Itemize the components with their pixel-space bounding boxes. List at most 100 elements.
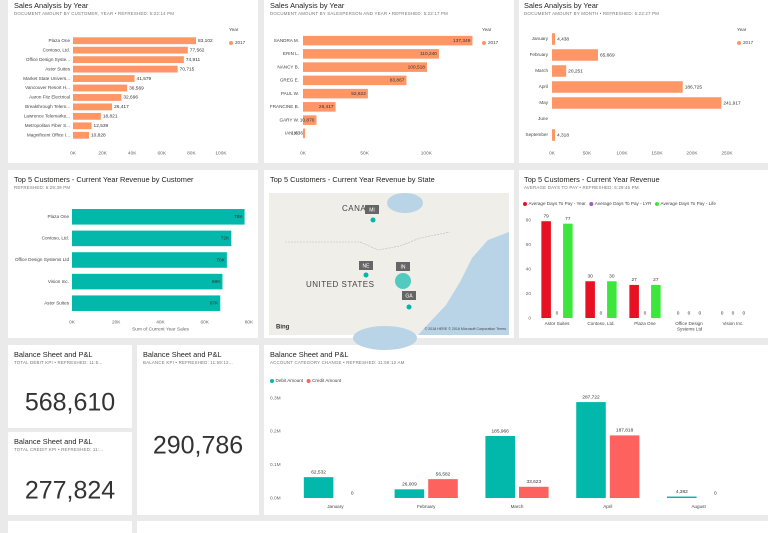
data-label: 20,251: [568, 68, 583, 74]
bar: [73, 94, 122, 101]
bar: [72, 252, 227, 268]
data-label: 0: [714, 490, 717, 496]
x-tick-label: 80K: [245, 319, 254, 325]
map-marker-label: MI: [369, 207, 375, 213]
legend-swatch: [654, 202, 659, 206]
x-tick-label: Contoso, Ltd.: [587, 321, 614, 326]
data-label: 4,438: [557, 36, 569, 42]
bar: [629, 284, 639, 318]
map-marker[interactable]: [406, 304, 412, 310]
bar: [303, 62, 427, 72]
map-copyright: © 2018 HERE © 2018 Microsoft Corporation…: [425, 327, 507, 331]
tile-title: Top 5 Customers - Current Year Revenue: [524, 175, 660, 184]
data-label: 10,828: [91, 133, 106, 139]
data-label: 241,917: [723, 100, 741, 106]
bar: [303, 49, 439, 59]
x-tick-label: 20K: [112, 319, 121, 325]
x-tick-label: March: [511, 504, 524, 509]
map-marker[interactable]: [395, 273, 411, 289]
data-label: 10,870: [300, 117, 315, 123]
data-label: 27: [631, 277, 637, 283]
tile-title: Balance Sheet and P&L: [270, 350, 348, 359]
data-label: 32,696: [123, 95, 138, 101]
tile-subtitle: DOCUMENT AMOUNT BY MONTH • REFRESHED: 5:…: [524, 11, 659, 16]
y-tick-label: 0: [528, 315, 531, 321]
y-tick-label: Lawrence Telemarke...: [24, 114, 70, 119]
data-label: 0: [721, 310, 724, 316]
tile-title: Balance Sheet and P&L: [14, 437, 92, 446]
data-label: 65,669: [600, 52, 615, 58]
legend-label: Debit Amount: [276, 378, 304, 383]
data-label: 62,532: [311, 469, 326, 475]
y-tick-label: IAN M.: [285, 131, 299, 136]
legend-swatch: [523, 202, 527, 206]
y-tick-label: Contoso, Ltd.: [43, 47, 70, 52]
map-water: [353, 326, 417, 350]
x-tick-label: 150K: [651, 150, 663, 156]
bar: [303, 477, 334, 498]
tile-title: Sales Analysis by Year: [270, 1, 345, 10]
bar: [73, 65, 178, 73]
bar: [485, 436, 515, 498]
legend-label: 2017: [235, 40, 246, 45]
tile-title: Top 5 Customers - Current Year Revenue b…: [14, 175, 194, 184]
tile[interactable]: [519, 170, 768, 338]
map[interactable]: CANADA UNITED STATES MI NE IN GA Bing © …: [269, 193, 509, 350]
y-tick-label: Office Design Syste...: [26, 57, 70, 62]
x-tick-label: 60K: [158, 150, 167, 156]
map-marker-label: GA: [405, 293, 413, 299]
legend-title: Year: [229, 27, 239, 32]
bar: [73, 37, 196, 45]
data-label: 0: [600, 310, 603, 316]
data-label: 74,911: [186, 57, 201, 63]
map-marker[interactable]: [363, 272, 369, 278]
tile-subtitle: TOTAL DEBIT KPI • REFRESHED: 11:5...: [14, 360, 103, 365]
bar: [73, 112, 101, 120]
data-label: 36,569: [129, 85, 144, 91]
x-tick-label: Plaza One: [634, 321, 656, 326]
bar: [519, 486, 549, 498]
y-tick-label: ERIN L.: [283, 51, 299, 56]
x-tick-label: 0K: [549, 150, 556, 156]
map-marker[interactable]: [370, 217, 376, 223]
y-tick-label: 80: [526, 217, 532, 223]
bar: [73, 56, 184, 64]
tile[interactable]: [137, 521, 768, 533]
map-border: [285, 231, 451, 251]
tile[interactable]: [8, 521, 132, 533]
tile[interactable]: [137, 345, 259, 515]
tile[interactable]: [264, 345, 768, 515]
legend-swatch: [270, 379, 274, 383]
bar: [585, 281, 595, 318]
tile-title: Sales Analysis by Year: [524, 1, 599, 10]
tile[interactable]: [8, 432, 132, 515]
x-tick-label: 250K: [721, 150, 733, 156]
tile-subtitle: REFRESHED: 5:29:39 PM: [14, 185, 70, 190]
y-tick-label: 0.1M: [270, 462, 281, 468]
y-tick-label: NANCY B.: [277, 64, 299, 69]
tile-title: Balance Sheet and P&L: [143, 350, 221, 359]
y-tick-label: Magnificent Office I...: [27, 132, 70, 137]
map-label: UNITED STATES: [306, 280, 374, 289]
data-label: 0: [351, 490, 354, 496]
x-tick-label: 0K: [70, 150, 77, 156]
data-label: 27: [653, 277, 659, 283]
y-tick-label: FRANCINE B.: [270, 104, 299, 109]
legend-label: Average Days To Pay - Year: [529, 201, 587, 206]
tile-subtitle: AVERAGE DAYS TO PAY • REFRESHED: 5:29:46…: [524, 185, 639, 190]
y-tick-label: Plaza One: [48, 214, 70, 219]
data-label: 79: [543, 213, 549, 219]
data-label: 67K: [210, 300, 219, 306]
y-tick-label: June: [538, 116, 548, 121]
y-tick-label: 20: [526, 291, 532, 297]
y-tick-label: Aaron Fitz Electrical: [29, 95, 70, 100]
y-tick-label: Breakthrough Telem...: [25, 104, 70, 109]
bar: [552, 81, 683, 93]
data-label: 83,867: [390, 78, 405, 84]
tile[interactable]: [8, 345, 132, 428]
data-label: 4,318: [557, 132, 569, 138]
bar: [552, 97, 722, 109]
tile-title: Balance Sheet and P&L: [14, 350, 92, 359]
tile-subtitle: DOCUMENT AMOUNT BY SALESPERSON AND YEAR …: [270, 11, 448, 16]
legend-swatch: [589, 202, 594, 206]
